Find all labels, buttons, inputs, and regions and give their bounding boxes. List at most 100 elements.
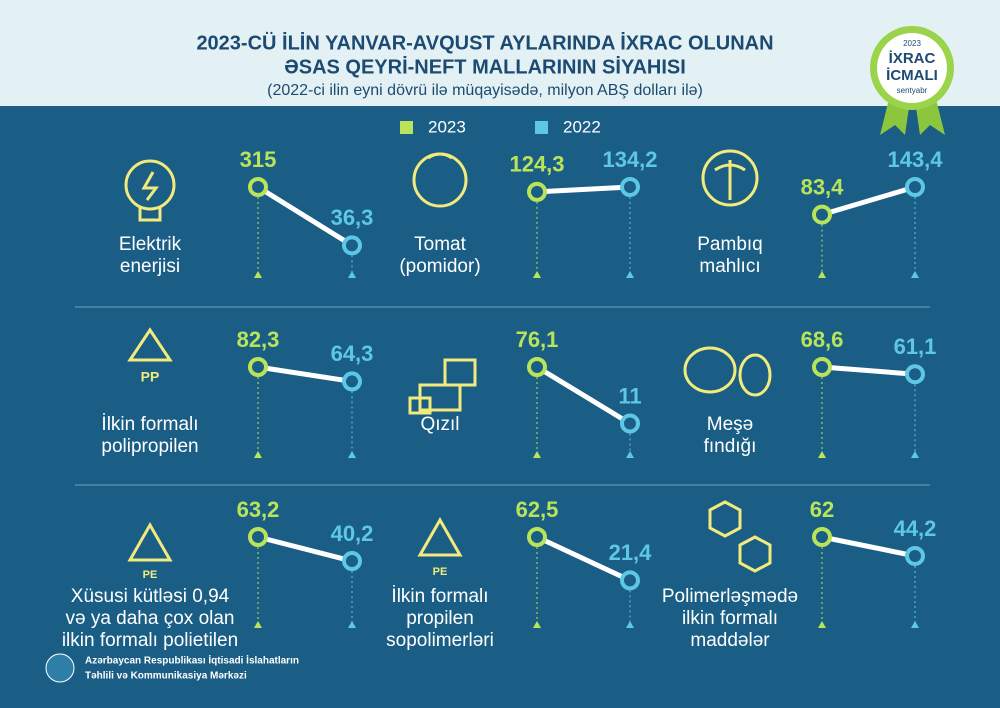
point	[527, 527, 547, 547]
value-label: 62,5	[516, 497, 559, 522]
item-label: propilen	[406, 608, 474, 629]
item-label: maddələr	[690, 630, 770, 651]
item-label: sopolimerləri	[386, 630, 494, 651]
item-label: İlkin formalı	[101, 414, 198, 435]
point	[905, 545, 925, 566]
slope-line	[535, 364, 632, 426]
title: ƏSAS QEYRİ-NEFT MALLARININ SİYAHISI	[284, 55, 686, 78]
drop-marker	[911, 451, 919, 458]
drop-marker	[626, 621, 634, 628]
value-label: 315	[240, 147, 277, 172]
point	[342, 235, 362, 256]
legend-label: 2022	[563, 117, 601, 136]
badge-month: sentyabr	[897, 86, 928, 95]
footer-text: Azərbaycan Respublikası İqtisadi İslahat…	[85, 654, 299, 667]
point	[620, 177, 640, 197]
value-label: 143,4	[887, 147, 943, 172]
item-label: Meşə	[707, 414, 753, 435]
legend-swatch	[535, 121, 548, 134]
item-label: Elektrik	[119, 234, 182, 255]
item-label: polipropilen	[101, 436, 198, 457]
slope-line	[256, 184, 354, 248]
slope-line	[536, 184, 631, 195]
logo	[45, 653, 75, 683]
point	[812, 204, 832, 225]
drop-marker	[254, 451, 262, 458]
point	[527, 181, 547, 202]
value-label: 68,6	[801, 327, 844, 352]
point	[905, 364, 925, 385]
point	[812, 527, 832, 547]
slope-line	[821, 364, 916, 377]
value-label: 44,2	[894, 516, 937, 541]
item-label: (pomidor)	[399, 256, 480, 277]
item-label: fındığı	[704, 436, 757, 457]
drop-marker	[818, 451, 826, 458]
item-label: Polimerləşmədə	[662, 586, 798, 607]
value-label: 40,2	[331, 521, 374, 546]
drop-marker	[348, 451, 356, 458]
item-label: Xüsusi kütləsi 0,94	[71, 586, 230, 607]
point	[812, 357, 832, 377]
item-label: Pambıq	[697, 234, 762, 255]
footer-text: Təhlili və Kommunikasiya Mərkəzi	[85, 671, 247, 682]
slope-line	[257, 534, 353, 564]
value-label: 63,2	[237, 497, 280, 522]
value-label: 61,1	[894, 334, 937, 359]
item-label: və ya daha çox olan	[65, 608, 234, 629]
svg-text:PP: PP	[141, 369, 160, 385]
drop-marker	[348, 271, 356, 278]
svg-text:PE: PE	[433, 566, 448, 578]
slope-line	[821, 184, 916, 218]
point	[620, 570, 640, 591]
badge-text: İCMALI	[886, 67, 938, 84]
drop-marker	[911, 271, 919, 278]
drop-marker	[533, 451, 541, 458]
icon-text: PP PE PE	[141, 369, 448, 581]
point	[620, 413, 640, 434]
value-label: 21,4	[609, 540, 653, 565]
value-label: 62	[810, 497, 834, 522]
drop-marker	[911, 621, 919, 628]
value-label: 11	[618, 383, 641, 408]
value-label: 36,3	[331, 205, 374, 230]
item-label: ilkin formalı polietilen	[62, 630, 238, 651]
value-label: 134,2	[602, 147, 657, 172]
point	[342, 371, 362, 392]
slope-line	[257, 364, 353, 384]
item-label: enerjisi	[120, 256, 180, 277]
drop-marker	[818, 621, 826, 628]
drop-marker	[626, 451, 634, 458]
point	[248, 357, 268, 377]
value-label: 83,4	[801, 174, 845, 199]
drop-marker	[626, 271, 634, 278]
drop-marker	[533, 271, 541, 278]
icons	[124, 149, 772, 573]
point	[342, 551, 362, 572]
drop-marker	[254, 271, 262, 278]
legend-label: 2023	[428, 117, 466, 136]
item-label: mahlıcı	[699, 256, 760, 277]
point	[527, 357, 547, 377]
point	[905, 177, 925, 197]
point	[248, 177, 268, 197]
value-label: 76,1	[516, 327, 559, 352]
drop-marker	[818, 271, 826, 278]
drop-marker	[348, 621, 356, 628]
badge-year: 2023	[903, 39, 921, 48]
point	[248, 527, 268, 547]
item-label: Qızıl	[420, 414, 459, 435]
drop-marker	[533, 621, 541, 628]
slope-line	[821, 534, 916, 559]
value-label: 64,3	[331, 341, 374, 366]
svg-text:PE: PE	[143, 569, 158, 581]
drop-marker	[254, 621, 262, 628]
badge: 2023 İXRAC İCMALI sentyabr	[870, 26, 954, 135]
header-band	[0, 0, 1000, 106]
subtitle: (2022-ci ilin eyni dövrü ilə müqayisədə,…	[267, 82, 703, 99]
value-label: 82,3	[237, 327, 280, 352]
legend-swatch	[400, 121, 413, 134]
title: 2023-CÜ İLİN YANVAR-AVQUST AYLARINDA İXR…	[196, 31, 773, 54]
item-label: İlkin formalı	[391, 586, 488, 607]
